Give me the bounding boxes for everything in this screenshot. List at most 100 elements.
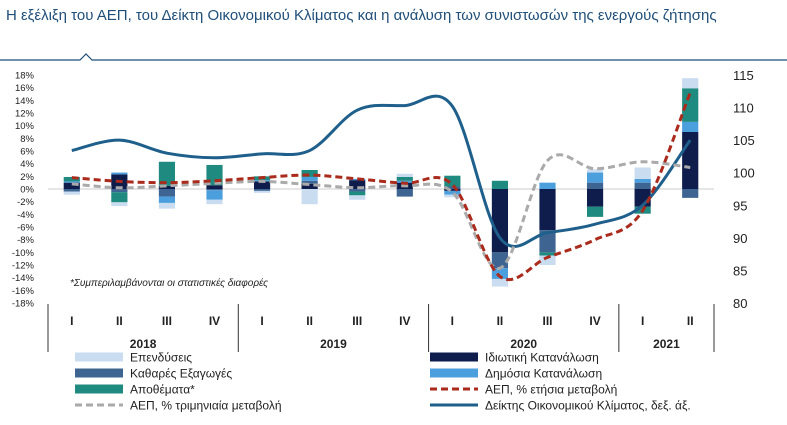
line-esi — [71, 94, 692, 248]
bar-inventories — [396, 176, 413, 181]
bar-public_consumption — [206, 190, 223, 200]
bar-public_consumption — [111, 172, 128, 175]
left-tick-label: -2% — [17, 197, 34, 208]
right-tick-label: 100 — [733, 166, 755, 181]
legend-label-private_consumption: Ιδιωτική Κατανάλωση — [485, 351, 599, 365]
legend-label-net_exports: Καθαρές Εξαγωγές — [130, 367, 232, 381]
left-tick-label: -8% — [17, 235, 34, 246]
legend-label-gdp_quarterly: ΑΕΠ, % τριμηνιαία μεταβολή — [130, 399, 282, 413]
bar-net_exports — [586, 182, 604, 189]
bar-investment — [111, 202, 128, 207]
bar-net_exports — [158, 189, 176, 197]
left-tick-label: 18% — [15, 71, 35, 82]
quarter-label: II — [306, 314, 313, 328]
quarter-label: I — [641, 314, 644, 328]
right-axis: 115 110 105 100 95 90 85 80 — [733, 68, 755, 311]
right-tick-label: 90 — [733, 231, 747, 246]
bar-inventories — [586, 206, 604, 217]
bar-net_exports — [111, 189, 128, 193]
bar-inventories — [491, 180, 509, 189]
right-tick-label: 115 — [733, 68, 754, 83]
legend-label-gdp_annual: ΑΕΠ, % ετήσια μεταβολή — [485, 383, 617, 397]
bar-public_consumption — [301, 176, 318, 181]
bar-net_exports — [63, 189, 80, 192]
right-tick-label: 110 — [733, 101, 754, 116]
bar-private_consumption — [586, 189, 604, 207]
bar-inventories — [63, 176, 80, 182]
bar-private_consumption — [158, 185, 176, 189]
left-tick-label: -16% — [12, 286, 35, 297]
bar-public_consumption — [63, 181, 80, 183]
bar-private_consumption — [539, 189, 556, 231]
line-gdp-annual — [71, 92, 692, 282]
bar-inventories — [111, 192, 128, 203]
bar-net_exports — [682, 189, 699, 198]
bar-public_consumption — [396, 180, 413, 183]
bar-inventories — [682, 88, 699, 122]
right-tick-label: 95 — [733, 198, 747, 213]
bar-private_consumption — [349, 180, 366, 189]
bar-investment — [586, 169, 604, 173]
left-tick-label: -6% — [17, 223, 34, 234]
quarter-label: III — [352, 314, 362, 328]
year-label: 2018 — [130, 337, 157, 351]
bar-public_consumption — [539, 182, 556, 189]
bar-private_consumption — [491, 189, 509, 253]
bar-investment — [491, 278, 509, 287]
bar-investment — [158, 202, 176, 209]
legend-label-investment: Επενδύσεις — [130, 351, 192, 365]
legend-swatch-private_consumption — [430, 352, 478, 362]
bar-net_exports — [634, 182, 651, 189]
quarter-label: II — [497, 314, 504, 328]
legend-label-public_consumption: Δημόσια Κατανάλωση — [485, 367, 602, 381]
left-axis: 18%16% 14% 12%10% 8% 6%4% 2% 0%-2% -4% -6%-8% -10… — [12, 71, 35, 310]
bar-inventories — [301, 170, 318, 177]
bar-private_consumption — [444, 189, 461, 191]
bar-net_exports — [491, 252, 509, 269]
left-tick-label: -14% — [12, 273, 35, 284]
left-tick-label: 14% — [15, 96, 35, 107]
quarter-label: II — [116, 314, 123, 328]
bar-net_exports — [396, 189, 413, 197]
bar-public_consumption — [682, 121, 699, 132]
line-gdp-quarterly — [71, 153, 691, 270]
legend-swatch-inventories — [75, 384, 123, 394]
legend-swatch-public_consumption — [430, 368, 478, 378]
left-tick-label: -4% — [17, 210, 34, 221]
left-tick-label: -18% — [12, 299, 35, 310]
legend-label-esi: Δείκτης Οικονομικού Κλίματος, δεξ. άξ. — [485, 399, 691, 413]
left-tick-label: 12% — [15, 109, 35, 120]
left-tick-label: -10% — [12, 248, 35, 259]
bar-private_consumption — [63, 182, 80, 189]
bar-public_consumption — [491, 268, 509, 279]
bar-public_consumption — [586, 172, 604, 183]
bar-investment — [253, 190, 271, 193]
bar-net_exports — [539, 230, 556, 253]
bar-net_exports — [301, 180, 318, 184]
quarter-label: I — [451, 314, 454, 328]
quarter-label: IV — [589, 314, 600, 328]
bar-inventories — [444, 175, 461, 187]
chart-title: Η εξέλιξη του ΑΕΠ, του Δείκτη Οικονομικο… — [6, 7, 717, 24]
left-tick-label: 16% — [15, 83, 35, 94]
right-tick-label: 105 — [733, 133, 755, 148]
legend-label-inventories: Αποθέματα* — [130, 383, 195, 397]
bar-public_consumption — [634, 178, 651, 183]
left-tick-label: 2% — [20, 172, 34, 183]
quarter-label: IV — [209, 314, 220, 328]
title-underline — [0, 53, 787, 61]
quarter-label: III — [542, 314, 552, 328]
left-tick-label: 8% — [20, 134, 34, 145]
bar-investment — [63, 191, 80, 195]
legend: Επενδύσεις Καθαρές Εξαγωγές Αποθέματα* ΑΕΠ,… — [75, 351, 691, 413]
left-tick-label: 0% — [20, 185, 34, 196]
legend-swatch-net_exports — [75, 368, 123, 378]
quarter-label: I — [70, 314, 73, 328]
year-label: 2020 — [510, 337, 537, 351]
bar-investment — [444, 194, 461, 198]
bar-net_exports — [206, 189, 223, 191]
left-tick-label: 10% — [15, 121, 35, 132]
quarter-label: II — [687, 314, 694, 328]
bar-inventories — [158, 161, 176, 186]
